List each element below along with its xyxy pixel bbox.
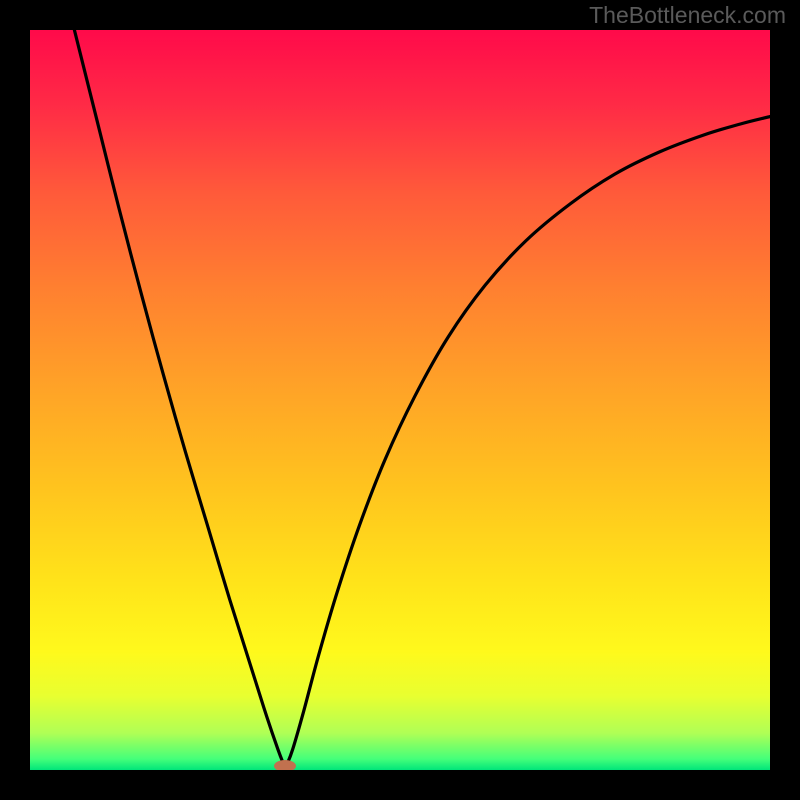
bottleneck-curve <box>30 30 770 770</box>
plot-area <box>30 30 770 770</box>
watermark-text: TheBottleneck.com <box>589 2 786 29</box>
optimum-marker <box>274 760 296 770</box>
chart-stage: TheBottleneck.com <box>0 0 800 800</box>
curve-right_branch <box>287 117 770 765</box>
curve-left_branch <box>74 30 283 765</box>
